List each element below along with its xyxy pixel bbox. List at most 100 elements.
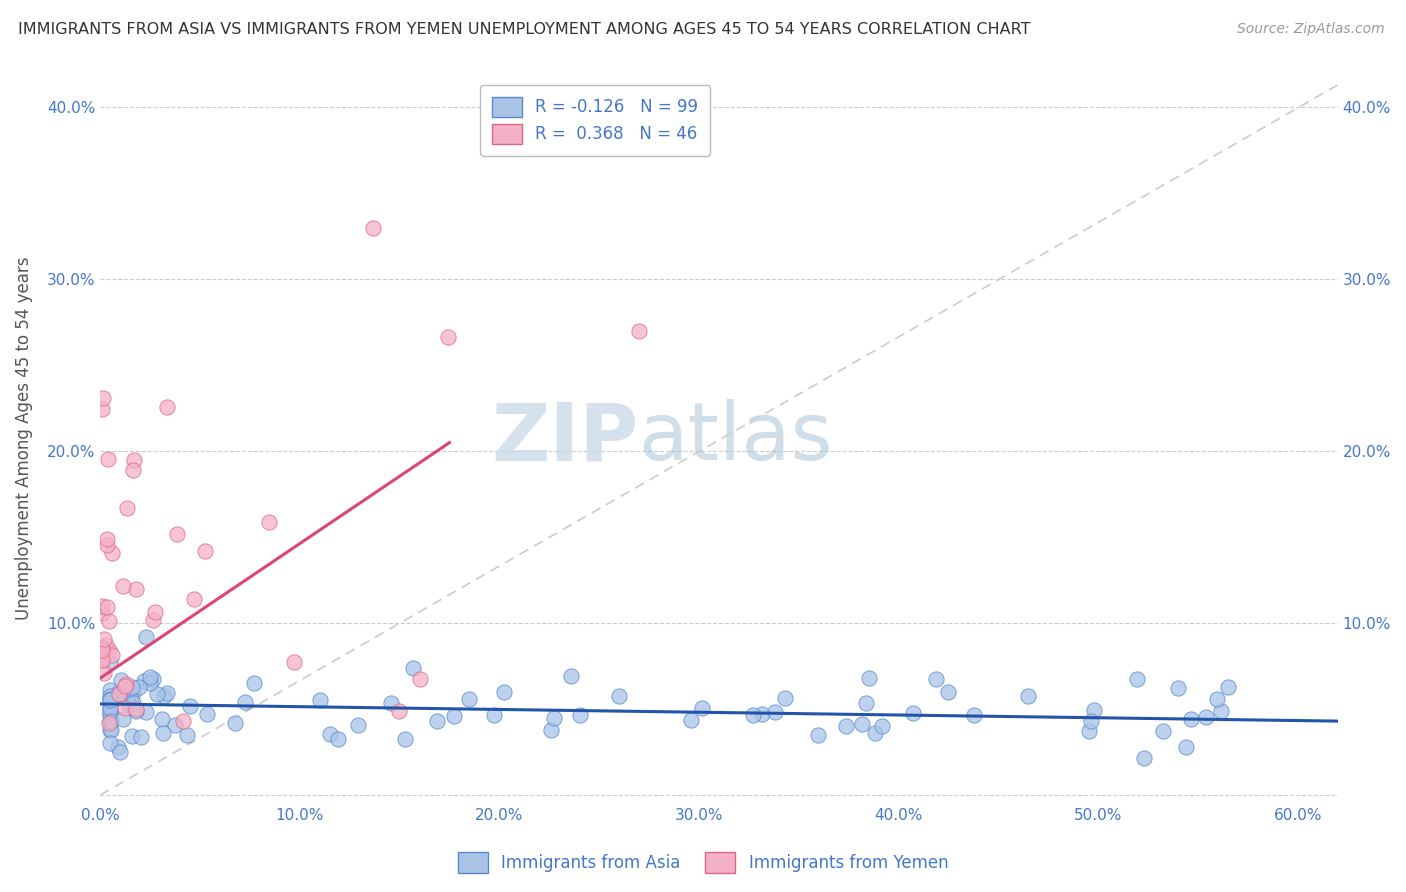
Point: [172, 714, 194, 729]
Point: [93, 632, 115, 646]
Point: [98, 714, 121, 729]
Point: [108, 688, 131, 702]
Point: [110, 673, 132, 687]
Point: [100, 714, 122, 728]
Point: [98, 655, 121, 669]
Point: [156, 686, 179, 700]
Point: [807, 728, 830, 742]
Point: [98, 706, 121, 721]
Point: [179, 698, 201, 713]
Point: [117, 696, 139, 710]
Point: [195, 707, 218, 722]
Point: [142, 673, 165, 687]
Point: [93, 666, 115, 681]
Point: [963, 707, 986, 722]
Point: [543, 711, 565, 725]
Point: [309, 692, 332, 706]
Point: [97, 451, 120, 466]
Point: [402, 661, 425, 675]
Point: [129, 730, 152, 744]
Point: [858, 671, 880, 685]
Point: [165, 718, 187, 732]
Point: [176, 728, 198, 742]
Point: [96, 600, 118, 615]
Point: [132, 674, 155, 689]
Point: [834, 719, 856, 733]
Point: [98, 736, 121, 750]
Point: [101, 648, 124, 663]
Point: [540, 723, 562, 738]
Point: [1180, 712, 1202, 726]
Point: [120, 691, 142, 706]
Point: [91, 643, 114, 657]
Legend: Immigrants from Asia, Immigrants from Yemen: Immigrants from Asia, Immigrants from Ye…: [451, 846, 955, 880]
Point: [242, 675, 264, 690]
Point: [426, 714, 449, 728]
Point: [183, 592, 205, 607]
Point: [1017, 689, 1039, 703]
Point: [122, 453, 145, 467]
Point: [91, 607, 114, 621]
Point: [1175, 740, 1198, 755]
Point: [98, 723, 121, 738]
Point: [437, 330, 460, 344]
Point: [690, 701, 713, 715]
Point: [98, 698, 121, 712]
Point: [98, 692, 121, 706]
Point: [146, 687, 169, 701]
Point: [98, 703, 121, 717]
Text: atlas: atlas: [638, 400, 832, 477]
Point: [96, 538, 118, 552]
Point: [763, 705, 786, 719]
Point: [1209, 704, 1232, 718]
Point: [91, 402, 114, 417]
Text: ZIP: ZIP: [491, 400, 638, 477]
Point: [96, 532, 118, 546]
Point: [135, 705, 157, 719]
Point: [91, 640, 114, 655]
Point: [388, 704, 411, 718]
Point: [139, 675, 162, 690]
Point: [628, 324, 651, 338]
Point: [863, 725, 886, 739]
Point: [139, 670, 162, 684]
Y-axis label: Unemployment Among Ages 45 to 54 years: Unemployment Among Ages 45 to 54 years: [15, 257, 32, 620]
Point: [607, 689, 630, 703]
Text: IMMIGRANTS FROM ASIA VS IMMIGRANTS FROM YEMEN UNEMPLOYMENT AMONG AGES 45 TO 54 Y: IMMIGRANTS FROM ASIA VS IMMIGRANTS FROM …: [18, 22, 1031, 37]
Point: [121, 729, 143, 743]
Point: [96, 638, 118, 652]
Point: [150, 712, 173, 726]
Point: [152, 726, 174, 740]
Point: [115, 500, 138, 515]
Point: [153, 690, 176, 704]
Point: [122, 686, 145, 700]
Point: [855, 696, 877, 710]
Point: [110, 746, 132, 760]
Point: [98, 714, 121, 728]
Point: [143, 605, 166, 619]
Point: [870, 719, 893, 733]
Point: [121, 696, 143, 710]
Point: [326, 732, 349, 747]
Point: [114, 687, 136, 701]
Point: [1083, 703, 1105, 717]
Point: [560, 669, 582, 683]
Point: [91, 653, 114, 667]
Point: [108, 687, 131, 701]
Point: [98, 643, 121, 657]
Point: [121, 680, 143, 694]
Point: [125, 702, 148, 716]
Point: [114, 677, 136, 691]
Point: [1195, 710, 1218, 724]
Point: [283, 655, 305, 669]
Point: [380, 697, 402, 711]
Point: [484, 708, 506, 723]
Point: [91, 599, 114, 613]
Point: [107, 686, 129, 700]
Point: [751, 706, 773, 721]
Point: [925, 672, 948, 686]
Point: [91, 648, 114, 662]
Point: [1078, 724, 1101, 739]
Legend: R = -0.126   N = 99, R =  0.368   N = 46: R = -0.126 N = 99, R = 0.368 N = 46: [481, 85, 710, 155]
Point: [91, 653, 114, 667]
